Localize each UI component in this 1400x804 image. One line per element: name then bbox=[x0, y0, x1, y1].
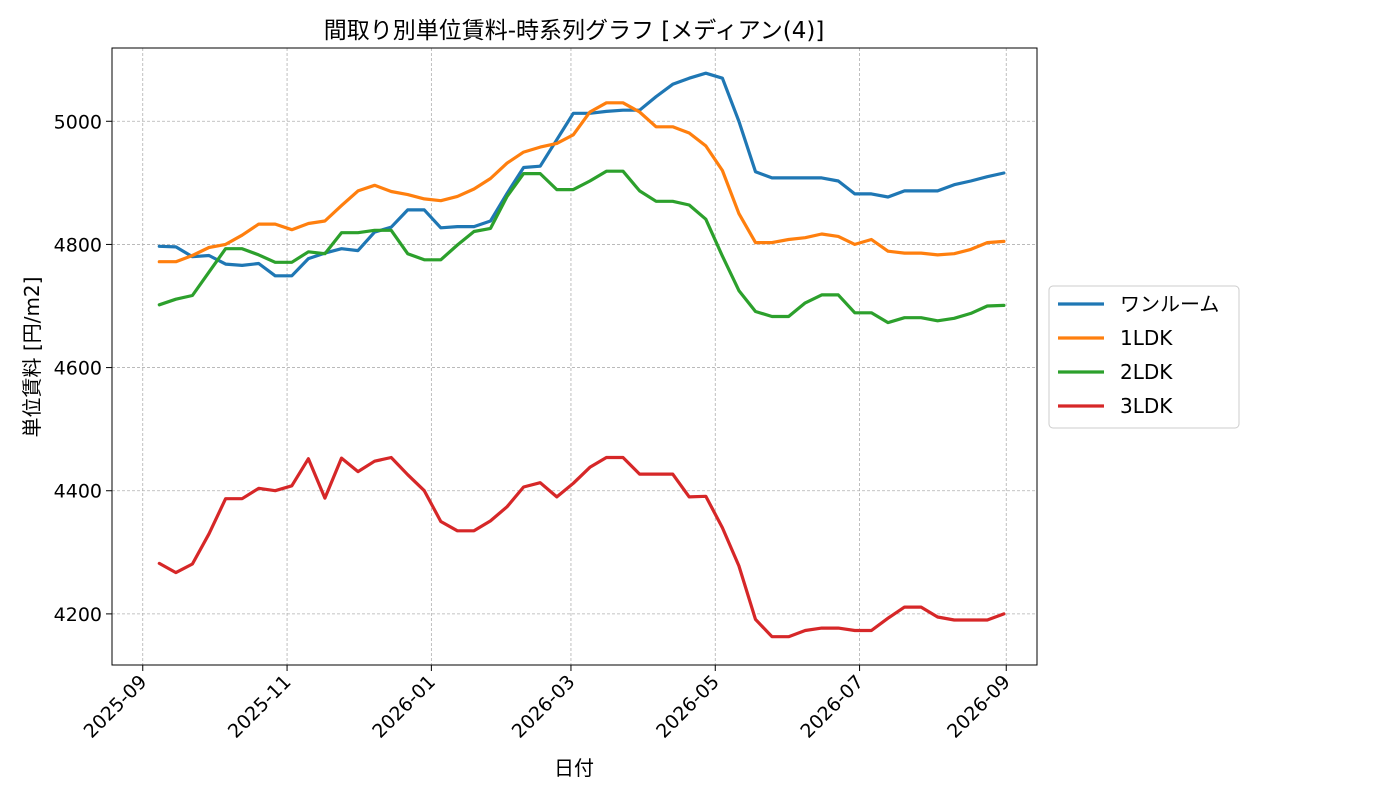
y-tick-label: 4800 bbox=[54, 234, 102, 256]
series-line-1 bbox=[157, 101, 1006, 264]
legend-frame bbox=[1048, 285, 1240, 429]
x-axis-label: 日付 bbox=[554, 756, 594, 780]
legend-label: 1LDK bbox=[1120, 326, 1173, 350]
x-tick-label: 2026-01 bbox=[368, 671, 440, 743]
y-tick-label: 4400 bbox=[54, 481, 102, 503]
x-tick-label: 2026-03 bbox=[508, 671, 580, 743]
grid bbox=[112, 48, 1037, 665]
chart-title: 間取り別単位賃料-時系列グラフ [メディアン(4)] bbox=[324, 18, 825, 44]
axis-ticks: 2025-09 2025-11 2026-01 2026-03 2026-05 2026-… bbox=[54, 111, 1015, 742]
y-tick-label: 4200 bbox=[54, 604, 102, 626]
x-tick-label: 2026-07 bbox=[796, 671, 868, 743]
series-line-0 bbox=[157, 71, 1006, 278]
series-line-2 bbox=[157, 169, 1006, 325]
x-tick-label: 2026-09 bbox=[943, 671, 1015, 743]
y-axis-label: 単位賃料 [円/m2] bbox=[20, 277, 44, 438]
series-line-3 bbox=[157, 455, 1006, 639]
legend-label: 2LDK bbox=[1120, 360, 1173, 384]
x-tick-label: 2026-05 bbox=[652, 671, 724, 743]
y-tick-label: 4600 bbox=[54, 358, 102, 380]
legend: ワンルーム 1LDK 2LDK 3LDK bbox=[1048, 285, 1240, 429]
legend-label: 3LDK bbox=[1120, 394, 1173, 418]
plot-frame bbox=[111, 47, 1038, 666]
x-tick-label: 2025-11 bbox=[224, 671, 296, 743]
legend-label: ワンルーム bbox=[1120, 292, 1219, 316]
x-tick-label: 2025-09 bbox=[80, 671, 152, 743]
series-lines bbox=[157, 71, 1006, 639]
y-tick-label: 5000 bbox=[54, 111, 102, 133]
